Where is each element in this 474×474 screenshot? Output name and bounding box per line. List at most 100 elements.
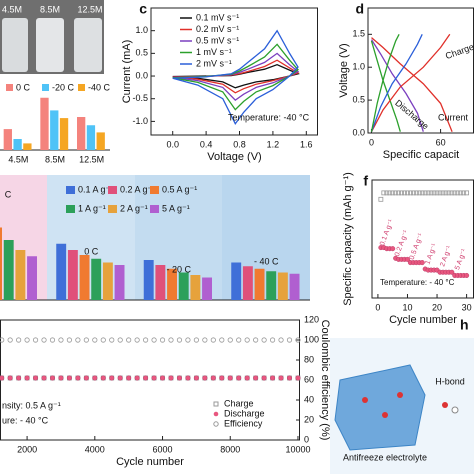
y2-tick-label: 60: [304, 374, 314, 384]
x-axis-label: Voltage (V): [207, 151, 261, 163]
marker: [134, 337, 140, 343]
y-tick-label: 1.5: [352, 29, 365, 39]
bar: [143, 260, 154, 300]
legend-label: 0.2 A g⁻¹: [120, 184, 155, 194]
bar: [79, 255, 90, 300]
marker: [443, 190, 449, 196]
x-tick-label: 0.0: [166, 139, 179, 149]
marker: [151, 375, 157, 381]
x-tick-label: 0.8: [233, 139, 246, 149]
marker: [210, 337, 216, 343]
marker: [408, 190, 413, 196]
series-line: [370, 33, 451, 133]
marker: [236, 375, 242, 381]
marker: [396, 190, 402, 196]
marker: [168, 375, 174, 381]
legend-swatch: [108, 205, 117, 213]
diagram-label: Antifreeze electrolyte: [343, 452, 427, 462]
marker: [464, 190, 470, 196]
rate-label: 0.2 A g⁻¹: [394, 229, 410, 258]
x-tick-label: 12.5M: [79, 154, 104, 164]
series-line: [371, 37, 453, 132]
bar: [114, 265, 125, 300]
marker: [384, 190, 390, 196]
panel-letter: c: [139, 1, 147, 17]
marker: [193, 375, 199, 381]
marker: [92, 375, 98, 381]
x-tick-label: 0: [369, 137, 374, 147]
panel-letter: h: [460, 317, 469, 333]
marker: [117, 375, 123, 381]
marker: [160, 375, 166, 381]
category-label: 0 C: [84, 246, 99, 256]
legend-swatch: [108, 186, 117, 194]
marker: [100, 337, 106, 343]
y-tick-label: 0.0: [135, 70, 148, 80]
marker: [126, 375, 132, 381]
marker: [109, 337, 115, 343]
legend-marker: [213, 401, 219, 407]
category-label: - 20 C: [166, 264, 191, 274]
y-axis-label: Voltage (V): [338, 43, 350, 97]
marker: [287, 375, 293, 381]
ice-block: [334, 364, 426, 451]
marker: [0, 375, 5, 381]
marker: [202, 375, 208, 381]
legend-label: 0.1 mV s⁻¹: [196, 12, 239, 22]
marker: [378, 196, 384, 202]
bar: [15, 250, 26, 300]
marker: [83, 375, 89, 381]
molecule: [397, 392, 403, 398]
vial-label: 12.5M: [77, 4, 102, 14]
x-tick-label: 0.4: [200, 139, 213, 149]
vial-label: 8.5M: [40, 4, 60, 14]
category-label: - 40 C: [254, 256, 279, 266]
legend-label: 0.1 A g⁻¹: [78, 184, 113, 194]
y-tick-label: -0.5: [132, 93, 148, 103]
legend-label: Efficiency: [224, 418, 263, 428]
marker: [261, 337, 267, 343]
legend-swatch: [66, 186, 75, 194]
x-tick-label: 4.5M: [8, 154, 28, 164]
y-tick-label: 1.0: [352, 62, 365, 72]
marker: [402, 190, 407, 196]
bar: [86, 125, 96, 150]
y2-tick-label: 80: [304, 354, 314, 364]
x-axis-label: Specific capacit: [383, 149, 459, 161]
y2-tick-label: 40: [304, 394, 314, 404]
marker: [176, 375, 182, 381]
legend-label: Discharge: [224, 408, 265, 418]
x-tick-label: 6000: [153, 444, 173, 454]
bar: [96, 132, 105, 150]
marker: [7, 375, 13, 381]
marker: [41, 375, 47, 381]
y-tick-label: 0.0: [352, 127, 365, 137]
marker: [244, 337, 250, 343]
marker: [390, 246, 396, 252]
bar: [91, 258, 102, 300]
bar: [40, 97, 49, 150]
bar: [50, 110, 59, 150]
marker: [431, 190, 437, 196]
marker: [92, 337, 98, 343]
bar: [277, 272, 288, 300]
series-line: [172, 43, 299, 111]
marker: [425, 190, 431, 196]
y-tick-label: 1.0: [135, 25, 148, 35]
annotation: Temperature: - 40 °C: [380, 278, 455, 287]
marker: [404, 256, 410, 262]
bar: [266, 271, 277, 300]
marker: [0, 337, 5, 343]
bar: [77, 117, 86, 150]
marker: [253, 375, 259, 381]
marker: [278, 375, 284, 381]
legend-swatch: [150, 186, 159, 194]
x-tick-label: 4000: [85, 444, 105, 454]
marker: [253, 337, 259, 343]
marker: [440, 190, 446, 196]
bar: [13, 139, 22, 150]
bar: [102, 262, 113, 300]
marker: [143, 375, 149, 381]
marker: [109, 375, 115, 381]
rate-label: 0.1 A g⁻¹: [379, 218, 395, 247]
